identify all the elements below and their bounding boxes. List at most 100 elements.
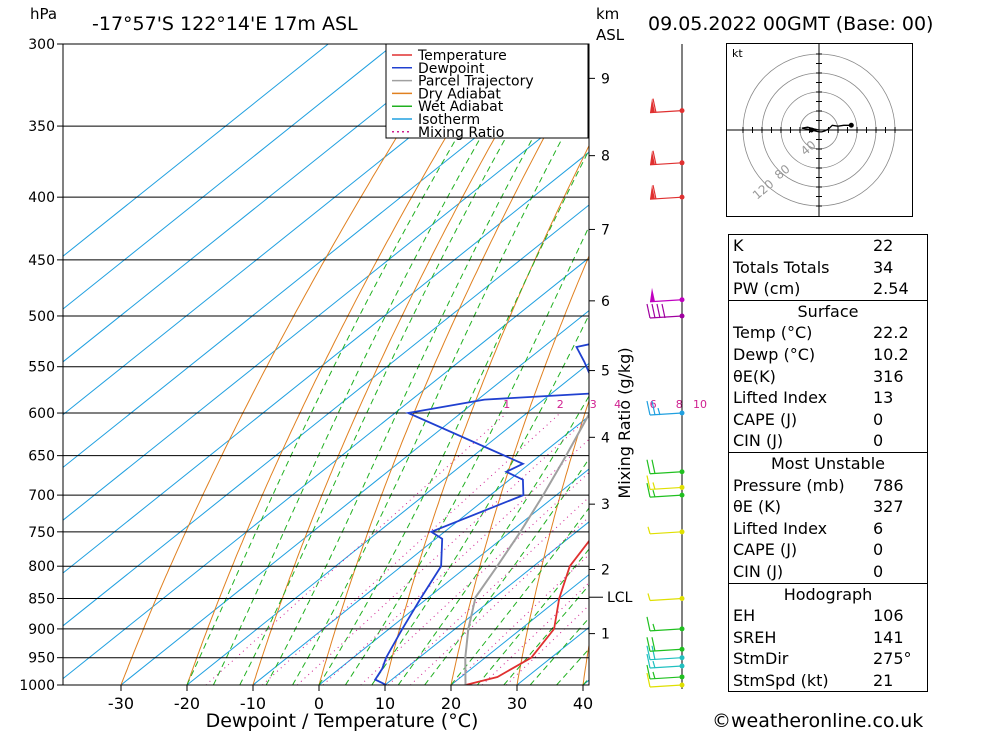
wind-barb-pennant — [650, 150, 655, 165]
wind-barb-pennant — [650, 98, 655, 113]
hodograph-ring-label: 120 — [750, 177, 777, 202]
wind-barb-half-flag — [652, 482, 656, 490]
hodograph-storm-dot — [808, 127, 814, 133]
pressure-tick-label: 950 — [28, 651, 55, 667]
wind-barb-flag — [646, 672, 651, 688]
pressure-tick-label: 350 — [28, 119, 55, 135]
wet-adiabat-line — [397, 395, 589, 685]
legend-label: Wet Adiabat — [418, 99, 504, 115]
height-tick-label: 1 — [601, 627, 610, 643]
pressure-tick-label: 450 — [28, 253, 55, 269]
wind-barb-flag — [651, 459, 656, 474]
hodograph-ring-label: 40 — [798, 138, 819, 159]
index-key: Totals Totals — [733, 257, 830, 277]
most-unstable-row: CAPE (J) 0 — [729, 539, 927, 561]
wind-barb-staff — [649, 684, 683, 688]
index-value: 22 — [873, 236, 894, 255]
surface-value: 0 — [873, 409, 884, 429]
temperature-tick-label: -10 — [240, 694, 266, 713]
most-unstable-value: 0 — [873, 561, 884, 581]
most-unstable-key: CIN (J) — [733, 561, 784, 581]
indices-panel: K 22 Totals Totals 34 PW (cm) 2.54 Surface Te… — [728, 234, 928, 693]
surface-row: Temp (°C) 22.2 — [729, 322, 927, 344]
most-unstable-value: 6 — [873, 518, 884, 538]
isotherm-line — [63, 98, 589, 521]
wet-adiabat-line — [239, 44, 560, 685]
hodograph: 40 80 120 kt — [726, 43, 913, 217]
mixing-ratio-line — [262, 412, 561, 685]
height-tick-label: 5 — [601, 364, 610, 380]
legend-label: Isotherm — [418, 112, 480, 128]
wind-barb-flag — [651, 637, 656, 652]
hodograph-trace — [801, 124, 852, 133]
isotherm-line — [252, 415, 589, 685]
wind-barb-staff — [649, 299, 683, 303]
hodograph-stat-row: StmDir 275° — [729, 648, 927, 670]
surface-title: Surface — [797, 301, 859, 321]
surface-value: 10.2 — [873, 344, 909, 364]
isotherm-line — [63, 44, 395, 310]
pressure-tick-label: 750 — [28, 525, 55, 541]
isotherm-line — [63, 45, 589, 469]
legend-label: Parcel Trajectory — [418, 74, 534, 90]
pressure-unit: hPa — [30, 5, 57, 23]
legend-label: Temperature — [417, 48, 507, 64]
hodograph-stat-key: StmDir — [733, 649, 789, 669]
pressure-tick-label: 550 — [28, 360, 55, 376]
most-unstable-key: Pressure (mb) — [733, 475, 845, 495]
hodograph-stat-key: EH — [733, 606, 756, 626]
pressure-tick-label: 1000 — [19, 678, 55, 694]
mixing-ratio-axis-label: Mixing Ratio (g/kg) — [615, 347, 634, 498]
wind-barb-flag — [651, 303, 656, 319]
height-tick-label: 7 — [601, 222, 610, 238]
temperature-tick-label: 10 — [375, 694, 395, 713]
wind-barb-flag — [646, 475, 651, 490]
wind-barb-half-flag — [652, 623, 656, 632]
surface-key: CIN (J) — [733, 431, 784, 451]
mixing-ratio-line — [451, 553, 589, 685]
mixing-ratio-label: 3 — [590, 398, 597, 411]
dry-adiabat-line — [975, 35, 1000, 685]
wind-barb-flag — [646, 645, 651, 660]
wind-barb-flag — [652, 185, 657, 200]
surface-row: Lifted Index 13 — [729, 387, 927, 409]
height-tick-label: 9 — [601, 71, 610, 87]
index-row: K 22 — [729, 235, 927, 257]
datetime-title: 09.05.2022 00GMT (Base: 00) — [648, 13, 933, 35]
temperature-tick-label: -20 — [174, 694, 200, 713]
mixing-ratio-line — [322, 438, 589, 685]
most-unstable-key: θE (K) — [733, 497, 781, 517]
height-unit: km — [596, 5, 619, 23]
surface-row: CIN (J) 0 — [729, 430, 927, 452]
wind-barb-pennant — [650, 185, 655, 200]
wind-barb-flag — [646, 482, 651, 498]
legend-label: Dewpoint — [418, 61, 485, 77]
surface-key: CAPE (J) — [733, 409, 798, 429]
surface-key: Lifted Index — [733, 388, 828, 408]
wind-barb-flag — [652, 98, 657, 113]
most-unstable-title: Most Unstable — [771, 453, 885, 473]
wind-barb-half-flag — [647, 526, 651, 535]
wind-barb-half-flag — [652, 671, 656, 680]
credit-text: ©weatheronline.co.uk — [712, 710, 923, 732]
isotherm-line — [384, 521, 589, 685]
height-tick-label: 4 — [601, 430, 610, 446]
surface-key: Dewp (°C) — [733, 344, 816, 364]
most-unstable-row: θE (K) 327 — [729, 496, 927, 518]
surface-key: Temp (°C) — [733, 323, 813, 343]
legend-label: Mixing Ratio — [418, 125, 504, 141]
surface-value: 316 — [873, 366, 904, 386]
wind-barb-flag — [661, 303, 666, 319]
hodograph-stat-row: SREH 141 — [729, 627, 927, 649]
mixing-ratio-line — [296, 416, 589, 685]
isotherm-line — [318, 468, 589, 685]
dewpoint-line — [373, 343, 589, 685]
mixing-ratio-label: 1 — [503, 398, 510, 411]
pressure-tick-label: 400 — [28, 190, 55, 206]
height-unit-asl: ASL — [596, 26, 625, 44]
hodograph-stats-title: Hodograph — [783, 584, 873, 604]
wind-barb-pennant — [650, 287, 655, 302]
dry-adiabat-line — [450, 254, 589, 685]
wind-barb-half-flag — [652, 660, 656, 669]
